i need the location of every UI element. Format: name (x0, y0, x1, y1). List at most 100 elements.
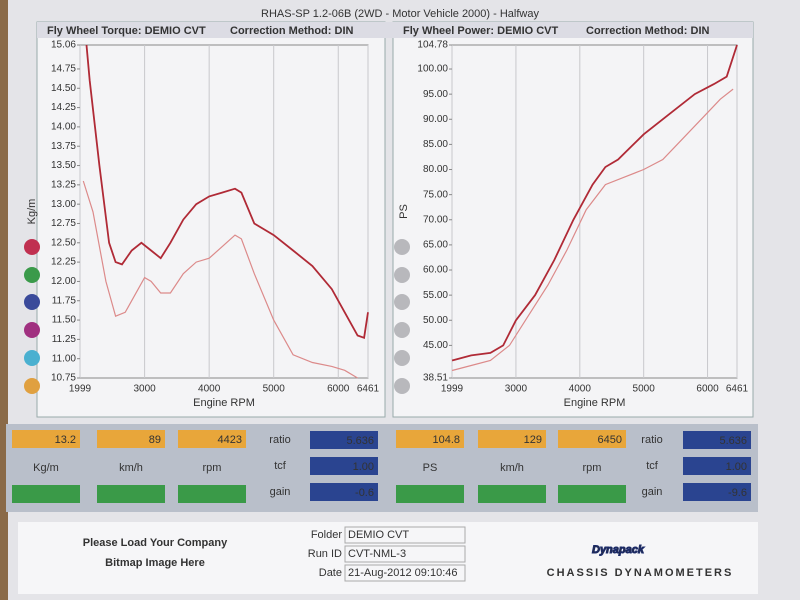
x-tick-label: 4000 (198, 384, 221, 395)
chart-subtitle: Correction Method: DIN (230, 25, 353, 37)
dot (394, 239, 410, 255)
x-tick-label: 6000 (696, 384, 719, 395)
field-label: Folder (311, 529, 343, 541)
param-value: 5.636 (346, 435, 374, 447)
y-tick-label: 12.00 (51, 276, 76, 287)
field-box (344, 545, 466, 563)
status-box (178, 485, 246, 503)
x-tick-label: 1999 (441, 384, 464, 395)
y-tick-label: 95.00 (423, 89, 448, 100)
y-tick-label: 65.00 (423, 240, 448, 251)
x-tick-label: 1999 (69, 384, 92, 395)
x-tick-label: 5000 (263, 384, 286, 395)
y-tick-label: 13.50 (51, 160, 76, 171)
logo-placeholder: Please Load Your Company (83, 537, 228, 549)
x-tick-label: 3000 (505, 384, 528, 395)
unit-text: rpm (203, 462, 222, 474)
dot (24, 350, 40, 366)
value-box (396, 430, 464, 448)
param-label: tcf (274, 460, 287, 472)
param-value: -0.6 (355, 487, 374, 499)
status-box (478, 485, 546, 503)
x-tick-label: 6000 (327, 384, 350, 395)
series-line (82, 180, 358, 379)
field-value: CVT-NML-3 (348, 548, 406, 560)
value-text: 104.8 (432, 434, 460, 446)
field-label: Date (319, 567, 342, 579)
unit-text: Kg/m (33, 462, 59, 474)
value-box (178, 430, 246, 448)
y-tick-label: 14.50 (51, 83, 76, 94)
y-tick-label: 10.75 (51, 373, 76, 384)
param-value: 1.00 (726, 461, 747, 473)
value-text: 6450 (598, 434, 622, 446)
y-tick-label: 13.25 (51, 179, 76, 190)
param-box (310, 483, 378, 501)
chart-title: Fly Wheel Power: DEMIO CVT (403, 25, 559, 37)
y-tick-label: 11.00 (52, 353, 77, 364)
y-tick-label: 60.00 (423, 265, 448, 276)
footer-panel (18, 522, 758, 594)
param-box (683, 431, 751, 449)
series-line (85, 44, 369, 340)
param-label: gain (270, 486, 291, 498)
chart-title: Fly Wheel Torque: DEMIO CVT (47, 25, 206, 37)
value-box (12, 430, 80, 448)
y-axis-label: Kg/m (26, 199, 38, 225)
value-text: 89 (149, 434, 161, 446)
y-tick-label: 11.25 (52, 334, 77, 345)
dot (394, 378, 410, 394)
param-label: ratio (641, 434, 662, 446)
param-box (310, 431, 378, 449)
x-tick-label: 3000 (133, 384, 156, 395)
param-label: gain (642, 486, 663, 498)
y-tick-label: 38.51 (423, 373, 448, 384)
y-tick-label: 14.75 (51, 64, 76, 75)
param-box (310, 457, 378, 475)
dot (24, 239, 40, 255)
x-axis-label: Engine RPM (564, 397, 626, 409)
y-axis-label: PS (398, 204, 410, 219)
x-tick-label: 5000 (633, 384, 656, 395)
y-tick-label: 45.00 (423, 340, 448, 351)
param-label: ratio (269, 434, 290, 446)
dot (394, 350, 410, 366)
gray-dots (394, 239, 410, 394)
color-dots (24, 239, 40, 394)
field-label: Run ID (308, 548, 342, 560)
dot (24, 267, 40, 283)
y-tick-label: 12.75 (51, 218, 76, 229)
status-box (396, 485, 464, 503)
panel-header (37, 22, 753, 38)
x-tick-label: 6461 (726, 384, 749, 395)
y-tick-label: 15.06 (51, 40, 76, 51)
y-tick-label: 80.00 (423, 164, 448, 175)
param-value: 1.00 (353, 461, 374, 473)
field-value: DEMIO CVT (348, 529, 409, 541)
y-tick-label: 75.00 (423, 189, 448, 200)
brand-sub: CHASSIS DYNAMOMETERS (547, 567, 734, 579)
chart-subtitle: Correction Method: DIN (586, 25, 709, 37)
y-tick-label: 11.50 (52, 315, 77, 326)
series-line (451, 44, 738, 362)
value-text: 13.2 (55, 434, 76, 446)
param-label: tcf (646, 460, 659, 472)
value-box (558, 430, 626, 448)
dot (24, 322, 40, 338)
y-tick-label: 13.00 (51, 199, 76, 210)
y-tick-label: 55.00 (423, 290, 448, 301)
unit-text: km/h (500, 462, 524, 474)
x-tick-label: 6461 (357, 384, 380, 395)
value-box (97, 430, 165, 448)
y-tick-label: 50.00 (423, 315, 448, 326)
x-axis-label: Engine RPM (193, 397, 255, 409)
y-tick-label: 14.00 (51, 122, 76, 133)
logo-placeholder: Bitmap Image Here (105, 557, 205, 569)
field-box (344, 564, 466, 582)
unit-text: PS (423, 462, 438, 474)
param-value: -9.6 (728, 487, 747, 499)
table-edge (0, 0, 8, 600)
y-tick-label: 70.00 (423, 214, 448, 225)
dot (24, 294, 40, 310)
